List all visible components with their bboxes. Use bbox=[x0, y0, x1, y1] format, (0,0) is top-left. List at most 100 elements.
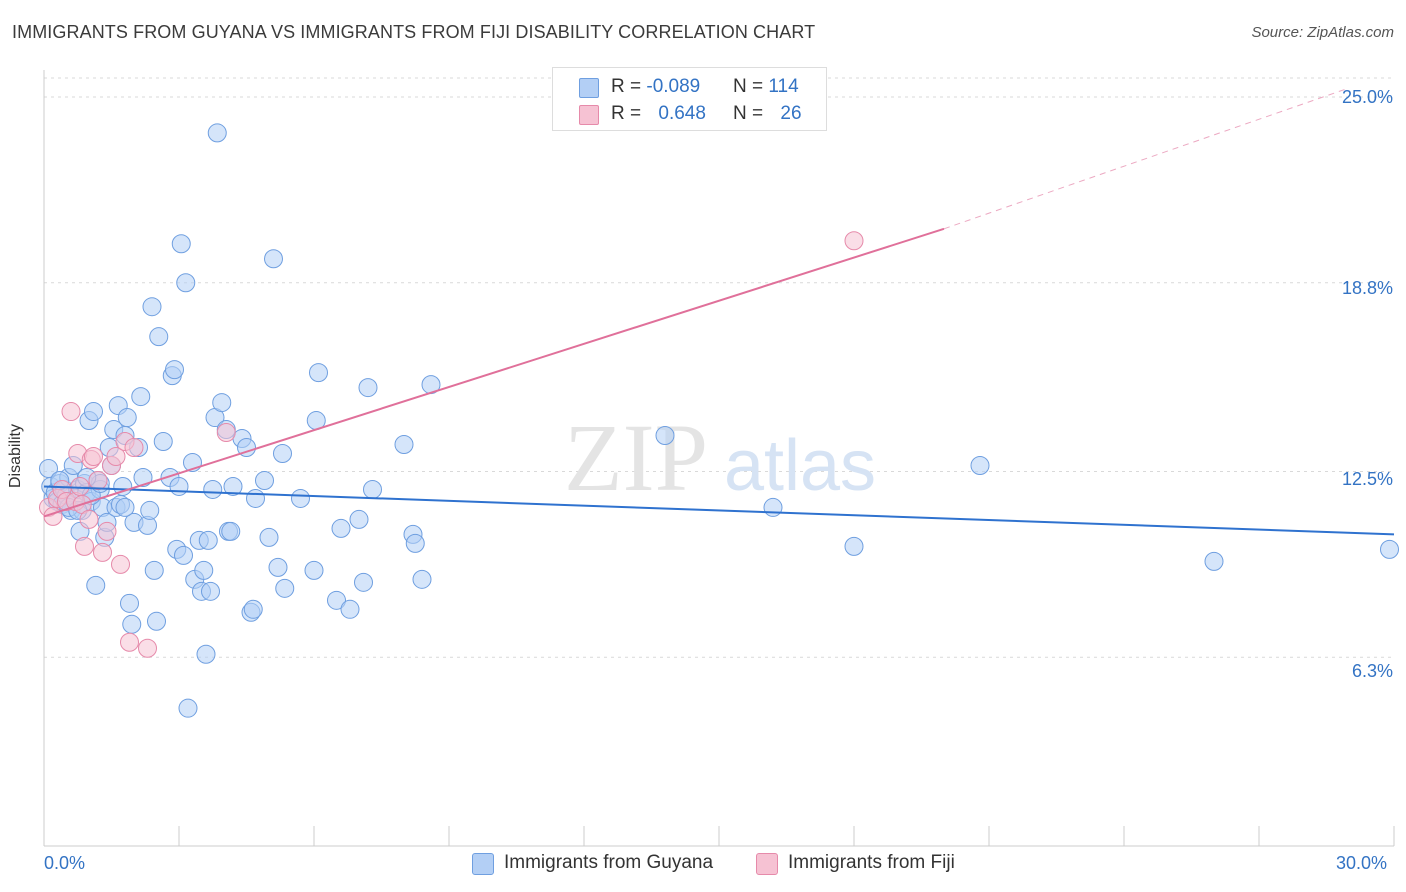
fiji-point-15 bbox=[93, 542, 112, 562]
grid-lines bbox=[44, 77, 1394, 658]
legend-row-fiji: R = 0.648 N = 26 bbox=[553, 101, 826, 127]
guyana-point-104 bbox=[970, 455, 990, 475]
guyana-point-75 bbox=[237, 438, 256, 458]
guyana-point-51 bbox=[165, 360, 184, 380]
legend-r-fiji: R = 0.648 bbox=[611, 103, 706, 125]
guyana-point-77 bbox=[243, 599, 263, 619]
watermark: ZIP atlas bbox=[564, 404, 876, 511]
legend-r-label-guyana: R = bbox=[611, 76, 647, 97]
guyana-point-93 bbox=[354, 572, 373, 592]
guyana-point-99 bbox=[412, 569, 432, 589]
guyana-points bbox=[39, 123, 1399, 718]
legend-r-label-fiji: R = bbox=[611, 103, 647, 124]
legend-r-value-fiji: 0.648 bbox=[658, 103, 706, 124]
guyana-point-88 bbox=[309, 363, 328, 383]
fiji-point-25 bbox=[844, 231, 864, 251]
fiji-point-16 bbox=[97, 521, 117, 541]
guyana-point-20 bbox=[84, 402, 103, 422]
guyana-point-105 bbox=[1204, 551, 1224, 571]
chart-title: IMMIGRANTS FROM GUYANA VS IMMIGRANTS FRO… bbox=[12, 22, 816, 42]
guyana-point-103 bbox=[844, 536, 864, 556]
guyana-point-73 bbox=[223, 476, 243, 496]
guyana-point-55 bbox=[174, 545, 193, 565]
guyana-point-94 bbox=[358, 378, 378, 398]
series-label-guyana: Immigrants from Guyana bbox=[504, 852, 714, 873]
guyana-point-65 bbox=[201, 581, 220, 601]
x-tick-min: 0.0% bbox=[44, 853, 86, 873]
stats-legend: R = -0.089 N = 114 R = 0.648 N = 26 bbox=[552, 67, 827, 131]
legend-n-value-fiji: 26 bbox=[780, 103, 802, 124]
guyana-point-48 bbox=[153, 432, 173, 452]
source-credit: Source: ZipAtlas.com bbox=[1251, 24, 1394, 41]
series-legend-guyana: Immigrants from Guyana bbox=[472, 852, 732, 876]
guyana-point-44 bbox=[142, 297, 162, 317]
fiji-point-21 bbox=[120, 632, 139, 652]
guyana-point-106 bbox=[1380, 539, 1399, 559]
fiji-points bbox=[39, 231, 864, 658]
guyana-point-46 bbox=[147, 611, 166, 631]
guyana-point-81 bbox=[264, 249, 283, 269]
fiji-point-14 bbox=[88, 470, 108, 490]
fiji-point-19 bbox=[111, 554, 130, 574]
guyana-point-84 bbox=[275, 578, 295, 598]
guyana-point-54 bbox=[171, 234, 191, 254]
legend-n-label-guyana: N = bbox=[733, 76, 769, 97]
fiji-point-13 bbox=[84, 447, 103, 467]
guyana-point-72 bbox=[221, 521, 241, 541]
guyana-point-41 bbox=[133, 467, 153, 487]
guyana-point-89 bbox=[327, 590, 346, 610]
x-tick-max: 30.0% bbox=[1336, 853, 1388, 873]
guyana-point-102 bbox=[763, 497, 783, 517]
guyana-point-33 bbox=[113, 476, 133, 496]
guyana-point-86 bbox=[304, 560, 324, 580]
fiji-point-10 bbox=[75, 536, 94, 556]
guyana-point-113 bbox=[115, 497, 135, 517]
guyana-point-98 bbox=[405, 533, 425, 553]
guyana-point-63 bbox=[196, 644, 216, 664]
guyana-point-57 bbox=[178, 698, 198, 718]
guyana-point-91 bbox=[340, 599, 360, 619]
fiji-point-22 bbox=[124, 438, 144, 458]
guyana-point-90 bbox=[331, 518, 351, 538]
guyana-point-82 bbox=[268, 557, 288, 577]
guyana-point-80 bbox=[259, 527, 279, 547]
legend-swatch-fiji bbox=[579, 105, 599, 125]
fiji-point-11 bbox=[79, 509, 99, 529]
watermark-zip: ZIP bbox=[564, 404, 708, 511]
y-tick-12-5: 12.5% bbox=[1341, 469, 1393, 489]
guyana-point-92 bbox=[349, 509, 369, 529]
guyana-point-78 bbox=[246, 488, 265, 508]
fiji-point-18 bbox=[106, 447, 126, 467]
guyana-point-47 bbox=[149, 327, 169, 347]
legend-row-guyana: R = -0.089 N = 114 bbox=[553, 74, 826, 100]
guyana-point-36 bbox=[120, 593, 139, 613]
fiji-trend-extension bbox=[943, 87, 1350, 230]
legend-n-value-guyana: 114 bbox=[768, 76, 799, 97]
y-tick-18-8: 18.8% bbox=[1341, 278, 1393, 298]
guyana-point-66 bbox=[203, 479, 223, 499]
guyana-point-53 bbox=[169, 476, 189, 496]
legend-n-guyana: N = 114 bbox=[733, 76, 799, 98]
series-label-fiji: Immigrants from Fiji bbox=[788, 852, 955, 873]
legend-r-value-guyana: -0.089 bbox=[646, 76, 701, 97]
guyana-point-101 bbox=[655, 426, 675, 446]
fiji-trend-line bbox=[43, 227, 945, 518]
legend-swatch-guyana bbox=[579, 78, 599, 98]
guyana-point-37 bbox=[122, 614, 142, 634]
guyana-point-43 bbox=[140, 500, 160, 520]
guyana-point-56 bbox=[176, 273, 196, 293]
watermark-atlas: atlas bbox=[724, 426, 876, 506]
guyana-point-96 bbox=[394, 435, 414, 455]
series-swatch-guyana bbox=[472, 853, 494, 875]
trend-lines bbox=[43, 87, 1395, 536]
guyana-point-79 bbox=[255, 470, 274, 490]
guyana-trend-line bbox=[43, 485, 1395, 536]
guyana-point-45 bbox=[144, 560, 164, 580]
fiji-point-8 bbox=[70, 476, 90, 496]
guyana-point-64 bbox=[198, 530, 218, 550]
guyana-point-62 bbox=[194, 560, 214, 580]
legend-n-label-fiji: N = bbox=[733, 103, 769, 124]
legend-r-guyana: R = -0.089 bbox=[611, 76, 700, 98]
fiji-point-23 bbox=[138, 638, 157, 658]
